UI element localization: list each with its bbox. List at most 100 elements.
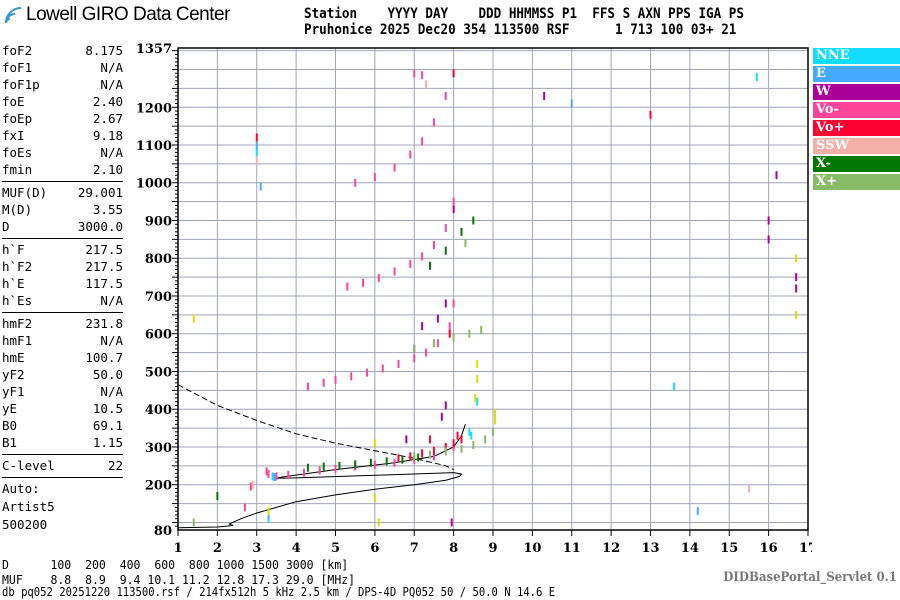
param-name: fxI [2,128,25,143]
echo-point-w [775,171,778,180]
echo-point-w [444,299,447,308]
divider [2,477,123,478]
ionogram-chart: 8020030040050060070080090010001100120013… [136,42,812,556]
signal-arc-icon [5,7,22,24]
echo-point-vominus [354,178,357,187]
y-tick-label: 800 [145,252,172,267]
y-tick-label: 600 [145,328,172,343]
echo-point-unlabeled [795,310,798,319]
param-name: C-level [2,458,55,473]
echo-point-vominus [432,118,435,127]
echo-point-nne [255,148,258,157]
legend-item-vominus: Vo- [813,102,900,118]
echo-point-unlabeled [192,314,195,323]
echo-point-vominus [421,71,424,80]
echo-point-voplus [409,452,412,461]
echo-point-vominus [346,282,349,291]
x-tick-label: 11 [563,541,581,556]
param-name: M(D) [2,202,33,217]
param-row: foF1 N/A [2,59,123,76]
echo-point-w [767,216,770,225]
echo-point-xminus [322,462,325,471]
x-tick-label: 6 [370,541,379,556]
param-row: B1 1.15 [2,434,123,451]
echo-point-vominus [318,466,321,475]
param-row: yF1 N/A [2,383,123,400]
param-value: 217.5 [85,242,123,257]
param-name: foEs [2,145,33,160]
legend-item-w: W [813,84,900,100]
param-name: B1 [2,435,18,450]
echo-point-e [696,507,699,516]
param-value: 217.5 [85,259,123,274]
servlet-version: DIDBasePortal_Servlet 0.1 [723,570,897,585]
divider [2,238,123,239]
echo-point-xplus [472,441,475,450]
echo-point-vominus [265,467,268,476]
y-tick-label: 1000 [136,177,172,192]
param-name: yF2 [2,367,25,382]
param-row: hmE 100.7 [2,349,123,366]
echo-point-nne [470,431,473,440]
echo-point-ssw [251,480,254,489]
param-value: 3000.0 [77,219,123,234]
echo-point-w [421,322,424,331]
param-name: hmE [2,350,25,365]
param-value: 8.175 [85,43,123,58]
echo-point-vominus [322,378,325,387]
echo-point-vominus [275,472,278,481]
echo-point-vominus [444,91,447,100]
legend-item-xminus: X- [813,156,900,172]
x-tick-label: 9 [488,541,497,556]
echo-point-voplus [448,329,451,338]
echo-point-ssw [747,484,750,493]
param-name: fmin [2,162,33,177]
y-tick-label: 200 [145,479,172,494]
echo-point-vominus [432,241,435,250]
divider [2,181,123,182]
echo-point-xplus [480,325,483,334]
logo-text: Lowell GIRO Data Center [26,4,230,25]
param-value: 231.8 [85,316,123,331]
x-tick-label: 7 [410,541,419,556]
echo-point-vominus [373,460,376,469]
echo-point-xminus [401,455,404,464]
param-row: hmF1 N/A [2,332,123,349]
echo-point-vominus [362,278,365,287]
param-value: N/A [100,77,123,92]
y-tick-label: 700 [145,290,172,305]
param-value: N/A [100,145,123,160]
x-tick-label: 14 [681,541,699,556]
param-row: foE 2.40 [2,93,123,110]
param-value: 2.67 [92,111,123,126]
param-value: 50.0 [92,367,123,382]
echo-point-e [273,473,276,482]
echo-point-vominus [373,173,376,182]
distance-row: D 100 200 400 600 800 1000 1500 3000 [km… [2,557,349,572]
station-header: Station YYYY DAY DDD HHMMSS P1 FFS S AXN… [304,6,744,38]
x-tick-label: 3 [252,541,261,556]
echo-point-vominus [287,470,290,479]
echo-point-voplus [452,69,455,78]
x-tick-label: 15 [720,541,738,556]
param-name: foF1p [2,77,40,92]
echo-point-vominus [249,482,252,491]
x-tick-label: 16 [760,541,778,556]
legend-item-xplus: X+ [813,174,900,190]
param-value: N/A [100,333,123,348]
echo-point-unlabeled [373,493,376,502]
echo-point-xminus [354,460,357,469]
param-name: h`E [2,276,25,291]
echo-point-w [795,284,798,293]
echo-point-xminus [460,227,463,236]
param-value: 2.10 [92,162,123,177]
echo-point-voplus [444,442,447,451]
echo-point-voplus [452,439,455,448]
param-row: yE 10.5 [2,400,123,417]
y-tick-label: 1200 [136,101,172,116]
echo-point-vominus [421,137,424,146]
echo-point-ssw [255,156,258,165]
param-row: hmF2 231.8 [2,315,123,332]
echo-point-xminus [306,463,309,472]
param-name: B0 [2,418,18,433]
